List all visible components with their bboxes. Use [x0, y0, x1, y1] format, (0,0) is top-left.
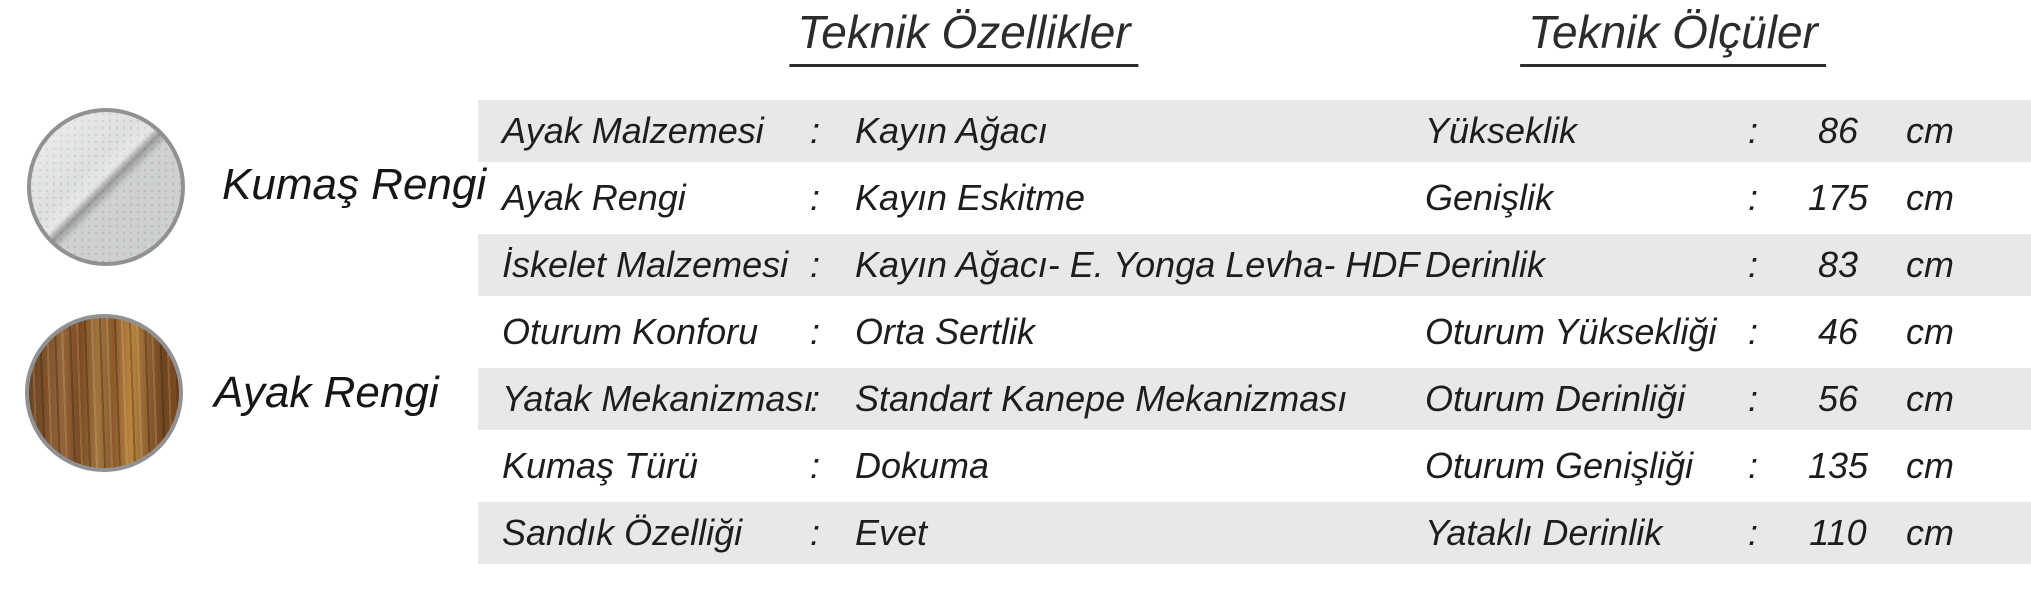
table-row: Sandık Özelliği : Evet Yataklı Derinlik … [478, 502, 2031, 564]
spec-label: Kumaş Türü [502, 445, 699, 486]
table-row: İskelet Malzemesi : Kayın Ağacı- E. Yong… [478, 234, 2031, 296]
spec-value: Dokuma [855, 445, 990, 486]
dim-value: 56 [1817, 378, 1859, 419]
spec-separator: : [810, 378, 821, 419]
spec-separator: : [810, 110, 821, 151]
dims-section-title: Teknik Ölçüler [1520, 6, 1826, 67]
spec-value: Kayın Eskitme [855, 177, 1086, 218]
dim-separator: : [1748, 110, 1759, 151]
fabric-swatch-label: Kumaş Rengi [222, 160, 487, 209]
spec-value: Orta Sertlik [855, 311, 1036, 352]
dim-label: Derinlik [1425, 244, 1546, 285]
spec-label: Sandık Özelliği [502, 512, 743, 553]
dim-separator: : [1748, 177, 1759, 218]
dim-separator: : [1748, 311, 1759, 352]
spec-value: Evet [855, 512, 928, 553]
table-row: Ayak Rengi : Kayın Eskitme Genişlik : 17… [478, 167, 2031, 229]
spec-label: Oturum Konforu [502, 311, 759, 352]
table-row: Oturum Konforu : Orta Sertlik Oturum Yük… [478, 301, 2031, 363]
fabric-color-swatch [27, 108, 185, 266]
spec-value: Kayın Ağacı [855, 110, 1048, 151]
dim-value: 86 [1817, 110, 1859, 151]
table-row: Yatak Mekanizması : Standart Kanepe Meka… [478, 368, 2031, 430]
dim-separator: : [1748, 445, 1759, 486]
dim-value: 110 [1809, 512, 1867, 553]
spec-label: Ayak Rengi [502, 177, 686, 218]
table-row: Ayak Malzemesi : Kayın Ağacı Yükseklik :… [478, 100, 2031, 162]
dim-label: Yataklı Derinlik [1425, 512, 1663, 553]
spec-label: Ayak Malzemesi [502, 110, 764, 151]
dim-label: Genişlik [1425, 177, 1554, 218]
dim-separator: : [1748, 512, 1759, 553]
spec-label: İskelet Malzemesi [502, 244, 789, 285]
spec-separator: : [810, 311, 821, 352]
dim-separator: : [1748, 378, 1759, 419]
dim-label: Oturum Yüksekliği [1425, 311, 1717, 352]
dim-unit: cm [1906, 512, 1954, 553]
spec-label: Yatak Mekanizması [502, 378, 814, 419]
spec-separator: : [810, 177, 821, 218]
dim-label: Oturum Derinliği [1425, 378, 1686, 419]
dim-label: Oturum Genişliği [1425, 445, 1694, 486]
dim-value: 175 [1807, 177, 1869, 218]
leg-swatch-label: Ayak Rengi [214, 368, 439, 417]
dim-unit: cm [1906, 110, 1954, 151]
spec-separator: : [810, 445, 821, 486]
leg-color-swatch [25, 314, 183, 472]
specs-section-title: Teknik Özellikler [789, 6, 1139, 67]
dim-unit: cm [1906, 177, 1954, 218]
dim-value: 135 [1807, 445, 1869, 486]
dim-value: 83 [1817, 244, 1859, 285]
dim-unit: cm [1906, 311, 1954, 352]
spec-separator: : [810, 512, 821, 553]
dim-separator: : [1748, 244, 1759, 285]
spec-value: Standart Kanepe Mekanizması [855, 378, 1348, 419]
spec-value: Kayın Ağacı- E. Yonga Levha- HDF [855, 244, 1420, 285]
dim-unit: cm [1906, 378, 1954, 419]
table-row: Kumaş Türü : Dokuma Oturum Genişliği : 1… [478, 435, 2031, 497]
dim-unit: cm [1906, 244, 1954, 285]
dim-unit: cm [1906, 445, 1954, 486]
spec-table: Ayak Malzemesi : Kayın Ağacı Yükseklik :… [478, 100, 2031, 569]
dim-value: 46 [1817, 311, 1859, 352]
dim-label: Yükseklik [1425, 110, 1578, 151]
spec-separator: : [810, 244, 821, 285]
